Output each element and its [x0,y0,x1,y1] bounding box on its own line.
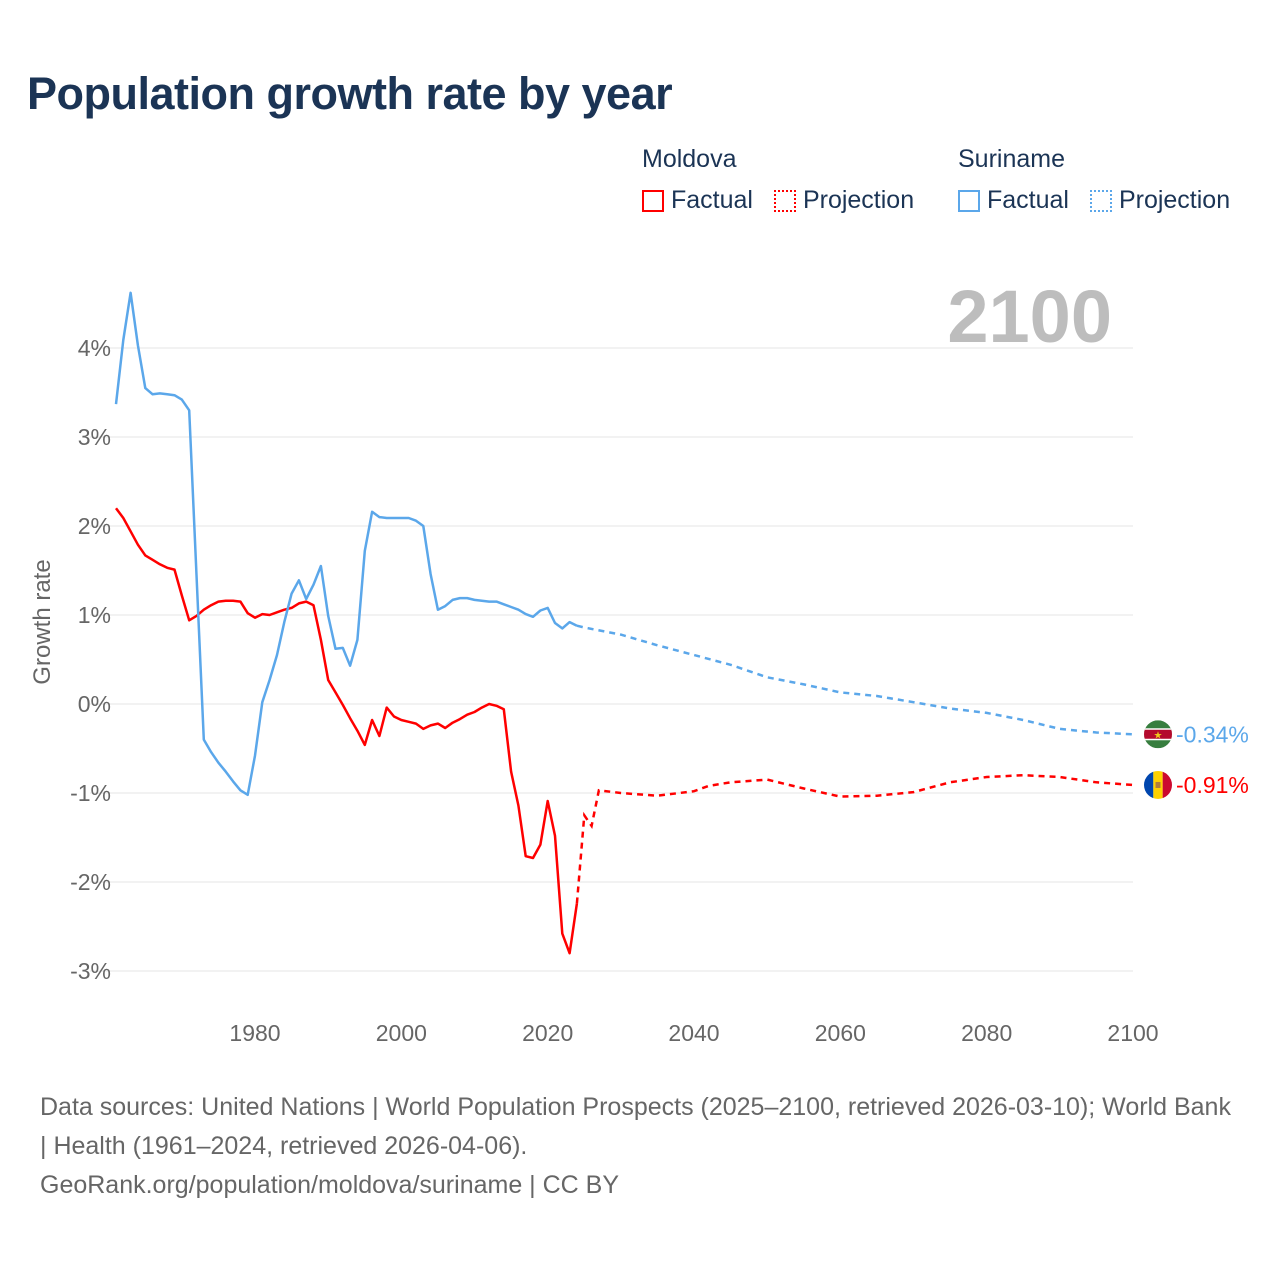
x-tick-label: 2080 [961,1020,1012,1046]
legend-swatch-dotted [773,189,796,212]
y-tick-label: -2% [70,869,111,895]
legend-swatch-solid [642,189,664,212]
source-link[interactable]: GeoRank.org/population/moldova/suriname … [40,1171,620,1199]
legend-item-moldova-projection[interactable]: Projection [773,186,915,215]
x-tick-label: 2000 [376,1020,427,1046]
flag-stripe [1144,729,1172,739]
legend-label: Projection [802,186,915,214]
flag-stripe [1144,770,1154,799]
moldova-projection-line [575,773,1134,904]
flag-emblem [1155,781,1161,788]
legend-item-suriname-factual[interactable]: Factual [958,186,1069,215]
legend-group-name: Suriname [958,145,1065,173]
x-tick-label: 1980 [229,1020,280,1046]
moldova-factual-line [114,507,579,955]
flag-stripe [1162,770,1172,799]
moldova-flag-icon [1144,770,1172,799]
y-axis-label: Growth rate [29,559,56,684]
line-chart: 2100 Growth rate -3% -2% -1% 0% 1% 2% 3% 4% 1980… [29,275,1249,1046]
legend-group-suriname: Suriname Factual Projection [958,145,1230,219]
y-tick-label: -3% [70,958,111,984]
legend-group-name: Moldova [642,145,737,173]
y-tick-label: 1% [78,602,111,628]
y-tick-label: 0% [78,691,111,717]
y-tick-label: -1% [70,780,111,806]
flag-star-icon: ★ [1154,730,1163,741]
suriname-projection-line [576,624,1134,736]
legend-label: Factual [671,186,753,214]
page-title: Population growth rate by year [27,68,673,119]
x-tick-label: 2040 [668,1020,719,1046]
legend-label: Factual [987,186,1069,214]
data-sources-text: Data sources: United Nations | World Pop… [40,1093,1231,1160]
series-lines [114,291,1134,955]
moldova-end-label: -0.91% [1176,772,1249,798]
x-tick-label: 2060 [815,1020,866,1046]
gridlines [90,347,1133,972]
x-tick-label: 2100 [1107,1020,1158,1046]
suriname-factual-line [114,291,578,797]
y-tick-label: 3% [78,424,111,450]
legend-item-suriname-projection[interactable]: Projection [1089,186,1231,215]
suriname-flag-icon: ★ [1144,720,1172,749]
flag-body [1144,770,1172,799]
current-year-label: 2100 [947,275,1112,358]
legend-swatch-dotted [1089,189,1112,212]
tick-labels: -3% -2% -1% 0% 1% 2% 3% 4% 1980 2000 2020 2040 2060 2… [70,335,1158,1046]
legend-swatch-solid [958,189,980,212]
y-tick-label: 4% [78,335,111,361]
footer: Data sources: United Nations | World Pop… [40,1088,1240,1205]
legend-label: Projection [1118,186,1231,214]
legend-group-moldova: Moldova Factual Projection [642,145,928,219]
x-tick-label: 2020 [522,1020,573,1046]
y-tick-label: 2% [78,513,111,539]
end-labels: -0.91% ★ -0.34% [1144,720,1249,799]
legend-item-moldova-factual[interactable]: Factual [642,186,753,215]
flag-body: ★ [1144,720,1172,749]
suriname-end-label: -0.34% [1176,721,1249,747]
